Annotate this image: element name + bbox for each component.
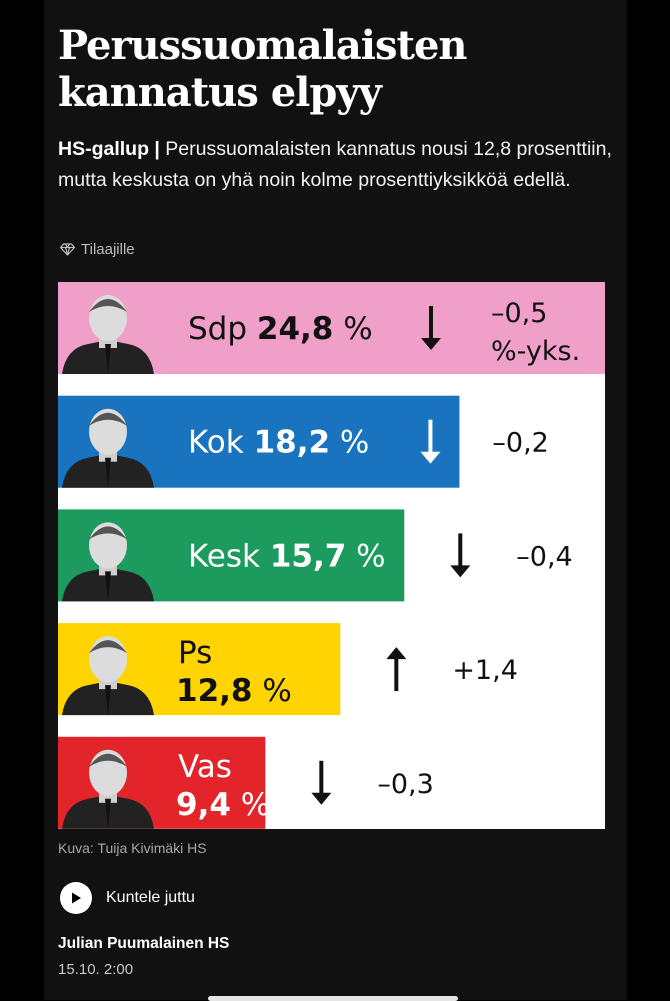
change-label-kok: –0,2 [492,428,548,459]
subscriber-tag-label: Tilaajille [81,241,135,258]
play-icon [60,882,92,914]
bar-sdp [58,282,605,374]
listen-button[interactable]: Kuntele juttu [60,882,195,914]
change-label-vas: –0,3 [377,769,433,800]
bar-label-sdp: Sdp 24,8 % [188,311,373,347]
bar-label-kok: Kok 18,2 % [188,425,369,461]
value-unit-sdp: % [333,311,372,347]
value-unit-kesk: % [346,538,385,574]
value-number-vas: 9,4 [176,787,231,823]
party-name-ps: Ps [178,635,212,671]
value-label-kesk: 15,7 [270,538,347,574]
article-title: Perussuomalaisten kannatus elpyy [58,22,468,116]
value-number-ps: 12,8 [176,673,253,709]
bar-group-kok: Kok 18,2 % –0,2 [58,395,549,488]
value-label-kok: 18,2 [254,425,331,461]
arrow-down-icon-kesk [450,533,471,578]
party-name-kesk: Kesk [188,538,270,574]
party-name-sdp: Sdp [188,311,257,347]
change-unit-sdp: %-yks. [491,336,580,367]
value-unit-vas: % [231,787,270,823]
publish-date: 15.10. 2:00 [58,961,134,978]
portrait-kok [62,408,154,488]
poll-chart: Sdp 24,8 % –0,5 %-yks. Kok 18,2 % –0,2 Kesk 1… [58,282,605,829]
subscriber-tag: Tilaajille [60,241,135,258]
change-label-sdp: –0,5 [491,298,547,329]
home-indicator [208,996,458,1001]
listen-label: Kuntele juttu [106,889,195,906]
arrow-down-icon-kok [420,419,441,464]
portrait-kesk [62,522,154,602]
value-label-sdp: 24,8 [257,311,334,347]
bar-label-kesk: Kesk 15,7 % [188,538,386,574]
arrow-down-icon-vas [311,760,332,805]
portrait-ps [62,636,154,716]
party-name-kok: Kok [188,425,254,461]
party-name-vas: Vas [178,749,232,785]
value-label-vas: 9,4 % [176,787,270,823]
value-unit-ps: % [253,673,292,709]
poll-chart-svg: Sdp 24,8 % –0,5 %-yks. Kok 18,2 % –0,2 Kesk 1… [58,282,605,829]
arrow-up-icon-ps [386,647,407,692]
portrait-sdp [62,295,154,374]
value-label-ps: 12,8 % [176,673,292,709]
arrow-down-icon-sdp [421,306,441,350]
change-label-kesk: –0,4 [516,541,572,572]
value-unit-kok: % [330,425,369,461]
image-credit: Kuva: Tuija Kivimäki HS [58,840,207,856]
lead-kicker: HS-gallup | [58,138,160,160]
change-label-ps: +1,4 [452,655,518,686]
lead-text: Perussuomalaisten kannatus nousi 12,8 pr… [58,138,612,191]
portrait-vas [62,749,154,829]
author-name[interactable]: Julian Puumalainen HS [58,935,230,952]
diamond-icon [60,243,75,256]
article-lead: HS-gallup | Perussuomalaisten kannatus n… [58,134,613,196]
bar-group-sdp: Sdp 24,8 % –0,5 %-yks. [58,282,605,374]
bar-group-kesk: Kesk 15,7 % –0,4 [58,509,573,602]
